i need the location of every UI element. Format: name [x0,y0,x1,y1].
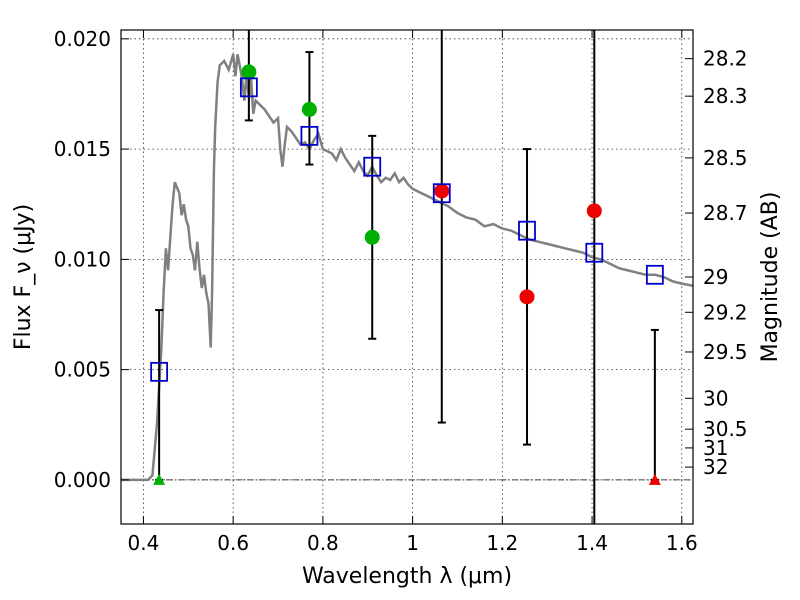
optical-detection-point [301,101,317,117]
right-tick-label: 31 [703,436,728,460]
nir-detection-point [434,183,450,199]
model-photometry-square [239,77,258,98]
right-tick-label: 32 [703,455,728,479]
model-photometry-square [150,361,169,382]
right-tick-label: 28.7 [703,201,748,225]
x-tick-label: 1 [406,531,419,555]
x-tick-label: 0.4 [128,531,160,555]
right-tick-label: 29.5 [703,340,748,364]
x-tick-label: 1.2 [486,531,518,555]
model-photometry-square [518,220,536,241]
y-tick-label: 0.010 [54,247,111,271]
right-tick-label: 30.5 [703,417,748,441]
y-tick-label: 0.000 [54,468,111,492]
right-tick-label: 29.2 [703,300,748,324]
y-tick-label: 0.020 [54,27,111,51]
y-tick-label: 0.005 [54,358,111,382]
grid-lines [121,30,693,524]
y-axis-title: Flux F_ν (μJy) [11,204,36,350]
model-spectrum [121,53,693,482]
right-tick-label: 28.5 [703,146,748,170]
x-axis-title: Wavelength λ (μm) [302,564,512,589]
y-axis-title-right: Magnitude (AB) [758,192,783,363]
optical-detection-point [364,229,380,245]
plot-frame [120,29,694,525]
x-tick-label: 0.6 [217,531,249,555]
model-photometry-square [585,242,604,263]
axis-ticks: 0.4 0.6 0.8 1 1.2 1.4 1.6 0.000 0.005 0.010 0.015 0… [54,27,748,555]
right-tick-label: 30 [703,386,728,410]
right-tick-label: 28.2 [703,47,748,71]
optical-detection-point [241,64,257,80]
model-photometry-square [432,183,451,204]
nir-detection-point [586,203,602,219]
y-tick-label: 0.015 [54,137,111,161]
error-bars [155,30,659,524]
model-photometry-square [645,264,664,285]
model-photometry-square [300,125,319,146]
right-tick-label: 29 [703,265,728,289]
right-tick-label: 28.3 [703,84,748,108]
model-spectrum-line [121,53,693,482]
model-photometry-square [363,156,382,177]
upper-limit-triangle [648,473,661,485]
nir-detection-point [519,289,535,305]
photometry-markers [150,64,664,485]
x-tick-label: 1.4 [576,531,608,555]
x-tick-label: 0.8 [307,531,339,555]
x-tick-label: 1.6 [666,531,698,555]
upper-limit-triangle [153,473,166,485]
